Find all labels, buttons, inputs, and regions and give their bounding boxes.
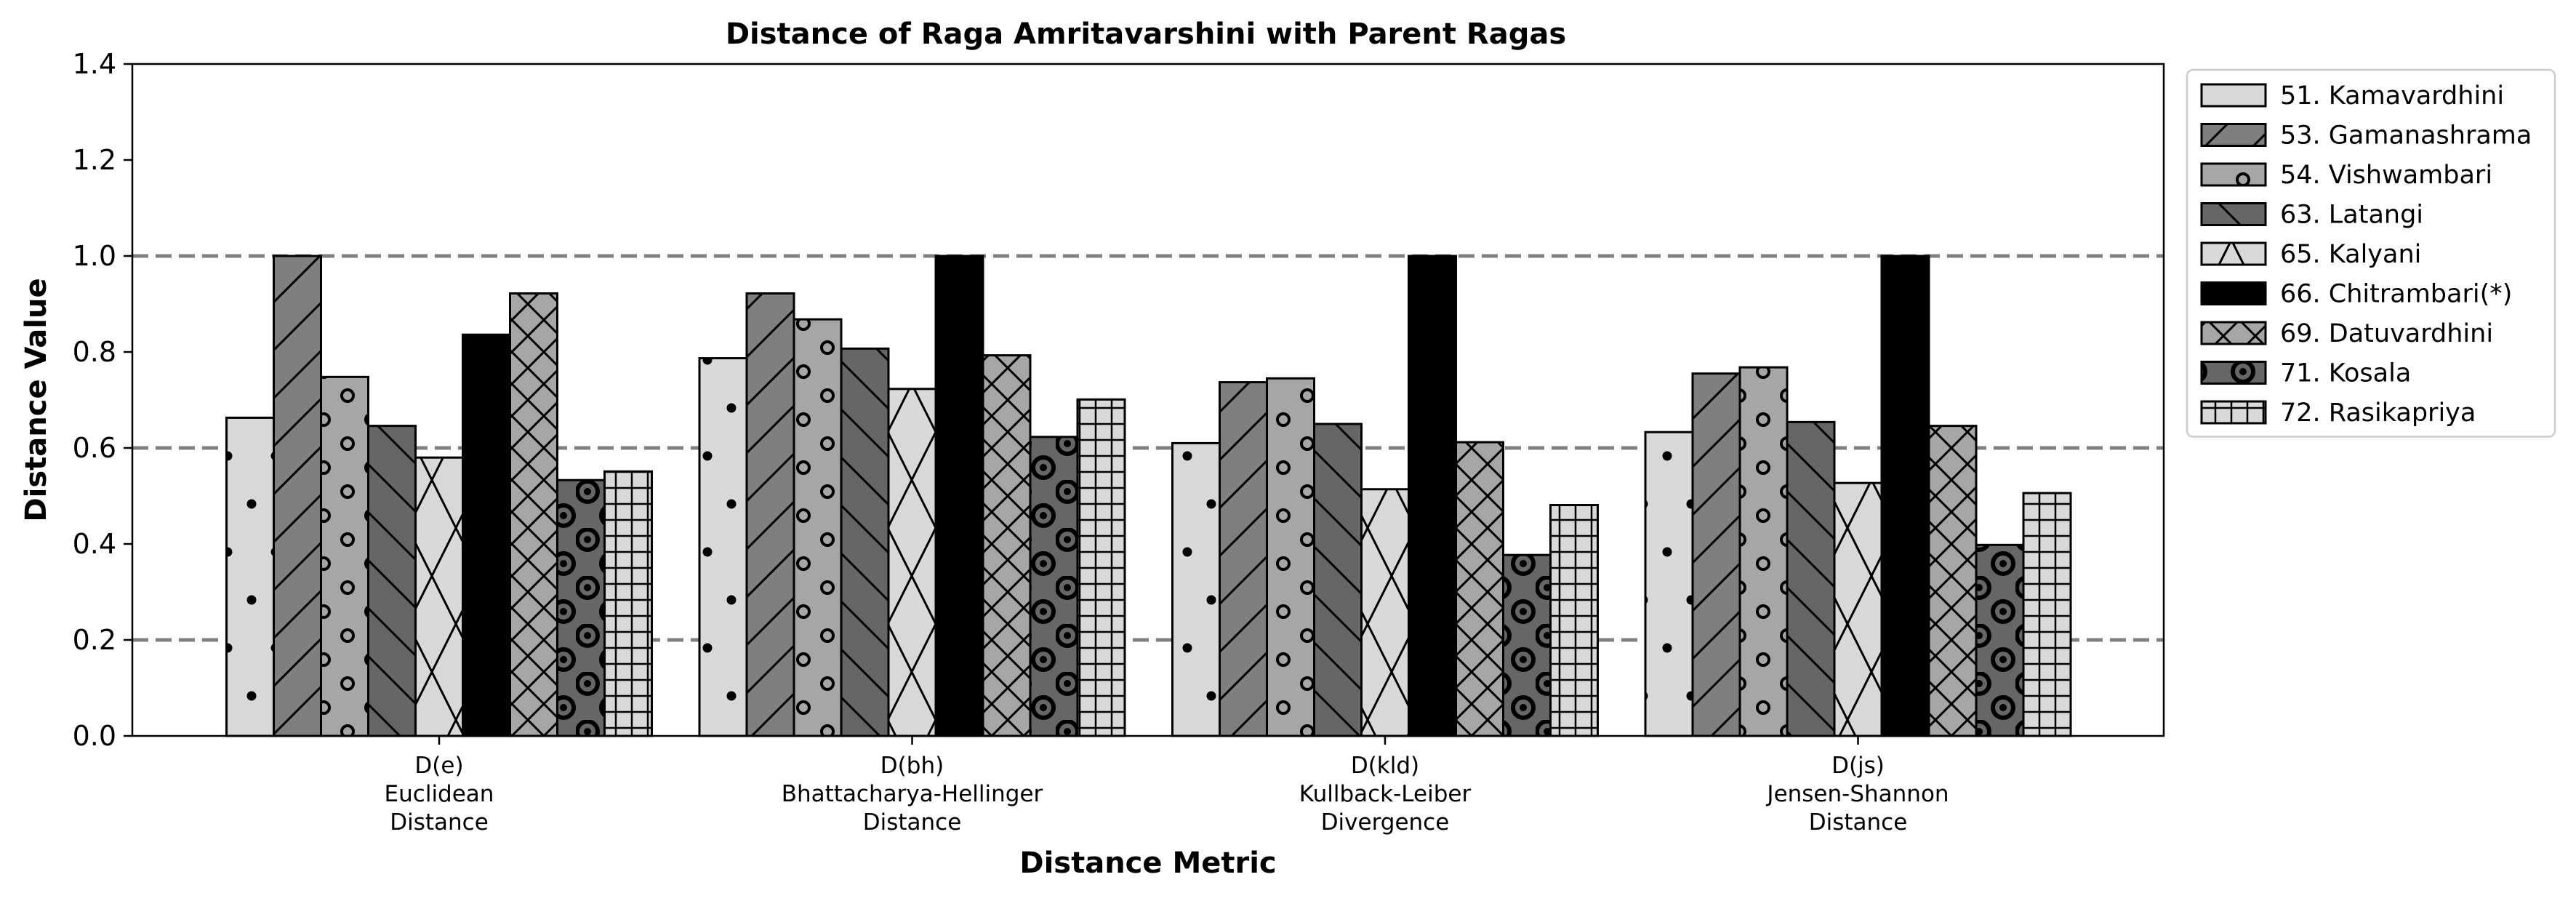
bar <box>887 388 937 737</box>
bar <box>1833 481 1883 737</box>
y-tick-label: 0.6 <box>73 432 116 464</box>
y-axis-ticks: 0.0 0.2 0.4 0.6 0.8 1.0 1.2 1.4 <box>73 48 132 752</box>
x-tick-label: Euclidean <box>385 781 494 807</box>
bar <box>273 255 322 737</box>
bar <box>1691 372 1741 737</box>
legend-entry: 66. Chitrambari(*) <box>2200 280 2512 309</box>
y-axis-title: Distance Value <box>20 278 53 521</box>
y-tick-label: 0.8 <box>73 336 116 368</box>
legend-label: 66. Chitrambari(*) <box>2280 280 2512 309</box>
y-tick-label: 1.0 <box>73 240 116 272</box>
x-axis-ticks: D(e)EuclideanDistanceD(bh)Bhattacharya-H… <box>385 736 1949 836</box>
y-tick-label: 1.2 <box>73 144 116 176</box>
legend: 51. Kamavardhini 53. Gamanashrama 54. Vish… <box>2186 68 2556 438</box>
bar <box>225 416 275 737</box>
bar <box>982 354 1032 737</box>
bar <box>1266 377 1315 737</box>
legend-entry: 72. Rasikapriya <box>2200 399 2476 428</box>
bar <box>2022 492 2072 737</box>
bar <box>1738 366 1789 737</box>
x-tick-label: Bhattacharya-Hellinger <box>782 781 1043 807</box>
y-tick-label: 0.0 <box>73 720 116 752</box>
chart-title: Distance of Raga Amritavarshini with Par… <box>726 17 1566 51</box>
bar <box>698 357 748 737</box>
x-tick-label: Distance <box>863 809 962 836</box>
bar <box>1880 255 1930 737</box>
bar <box>1076 398 1126 737</box>
bar <box>414 456 464 737</box>
legend-label: 65. Kalyani <box>2280 240 2421 269</box>
legend-label: 53. Gamanashrama <box>2280 121 2532 151</box>
legend-frame <box>2186 68 2556 438</box>
legend-label: 72. Rasikapriya <box>2280 399 2476 428</box>
legend-swatch <box>2202 282 2266 305</box>
x-axis-title: Distance Metric <box>1019 846 1276 880</box>
bar <box>462 333 511 737</box>
y-tick-label: 0.2 <box>73 624 116 656</box>
bar <box>934 255 984 737</box>
x-tick-label: Distance <box>390 809 489 836</box>
bar <box>1644 431 1694 737</box>
x-tick-label: D(e) <box>414 753 463 779</box>
legend-label: 71. Kosala <box>2280 359 2411 388</box>
bar <box>1455 441 1504 737</box>
legend-entry: 54. Vishwambari <box>2200 161 2492 190</box>
y-tick-label: 1.4 <box>73 48 116 80</box>
bar <box>1786 420 1836 737</box>
bar <box>1408 255 1457 737</box>
bars-group <box>225 255 2072 737</box>
x-tick-label: D(kld) <box>1351 753 1419 779</box>
bar <box>793 318 843 737</box>
legend-entry: 65. Kalyani <box>2200 240 2421 269</box>
legend-entry: 53. Gamanashrama <box>2200 121 2532 151</box>
legend-entry: 63. Latangi <box>2200 201 2423 230</box>
bar <box>603 470 653 737</box>
legend-label: 63. Latangi <box>2280 201 2423 230</box>
bar <box>1313 423 1363 737</box>
bar <box>1975 543 2025 737</box>
bar <box>840 347 890 737</box>
bar <box>367 425 417 737</box>
x-tick-label: D(bh) <box>880 753 944 779</box>
x-tick-label: D(js) <box>1831 753 1885 779</box>
bar <box>320 375 369 737</box>
x-tick-label: Jensen-Shannon <box>1765 781 1949 807</box>
legend-label: 51. Kamavardhini <box>2280 81 2504 111</box>
legend-entry: 69. Datuvardhini <box>2200 319 2493 348</box>
legend-label: 54. Vishwambari <box>2280 161 2492 190</box>
x-tick-label: Divergence <box>1321 809 1450 836</box>
bar <box>509 292 558 737</box>
legend-entry: 71. Kosala <box>2200 359 2411 388</box>
x-tick-label: Distance <box>1809 809 1908 836</box>
bar <box>1171 441 1221 737</box>
bar <box>1927 425 1978 737</box>
bar <box>1360 488 1410 737</box>
bar <box>556 478 606 737</box>
plot-frame <box>131 63 2165 737</box>
bar <box>745 292 795 737</box>
bar <box>1502 553 1552 737</box>
x-tick-label: Kullback-Leiber <box>1299 781 1472 807</box>
legend-entry: 51. Kamavardhini <box>2200 81 2504 111</box>
bar <box>1219 381 1268 737</box>
y-tick-label: 0.4 <box>73 528 116 560</box>
bar <box>1029 436 1079 737</box>
legend-label: 69. Datuvardhini <box>2280 319 2493 348</box>
bar <box>1549 504 1599 737</box>
